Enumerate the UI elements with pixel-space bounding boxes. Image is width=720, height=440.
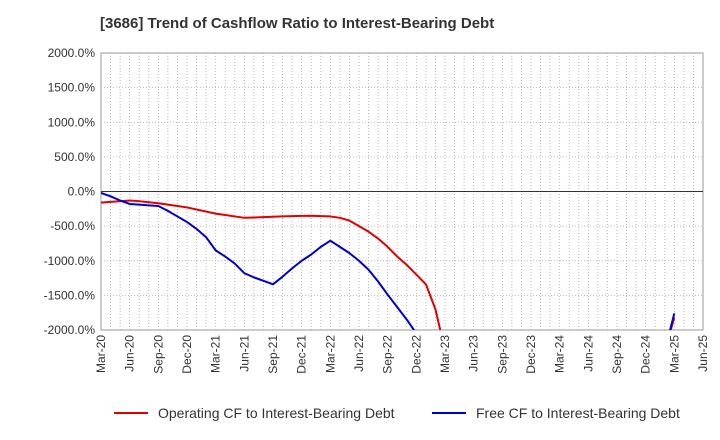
y-tick-label: 0.0% <box>68 185 96 199</box>
x-tick-label: Dec-22 <box>409 335 423 374</box>
series-line-free-cf <box>669 313 676 330</box>
x-tick-label: Jun-24 <box>581 335 595 372</box>
y-tick-label: 500.0% <box>54 150 95 164</box>
x-tick-label: Mar-21 <box>209 335 223 373</box>
x-tick-label: Mar-22 <box>323 335 337 373</box>
x-tick-label: Jun-21 <box>237 335 251 372</box>
x-tick-label: Mar-25 <box>667 335 681 373</box>
series-line-free-cf <box>101 191 416 330</box>
x-tick-label: Sep-21 <box>266 335 280 374</box>
x-tick-label: Mar-24 <box>553 335 567 373</box>
legend-operating-cf-label: Operating CF to Interest-Bearing Debt <box>158 405 395 421</box>
x-tick-label: Jun-25 <box>696 335 710 372</box>
chart-title: [3686] Trend of Cashflow Ratio to Intere… <box>100 15 495 32</box>
y-tick-label: 1500.0% <box>48 81 96 95</box>
x-tick-label: Mar-23 <box>438 335 452 373</box>
legend-operating-cf-swatch <box>114 412 148 414</box>
x-tick-label: Sep-24 <box>610 335 624 374</box>
y-tick-label: -1500.0% <box>44 288 96 302</box>
legend-free-cf-label: Free CF to Interest-Bearing Debt <box>476 405 680 421</box>
x-tick-label: Sep-23 <box>495 335 509 374</box>
legend-free-cf-swatch <box>432 412 466 414</box>
x-tick-label: Dec-20 <box>180 335 194 374</box>
x-tick-label: Jun-22 <box>352 335 366 372</box>
y-tick-label: -500.0% <box>50 219 95 233</box>
y-tick-label: 1000.0% <box>48 115 96 129</box>
legend-operating-cf: Operating CF to Interest-Bearing Debt <box>114 405 395 421</box>
y-tick-label: -2000.0% <box>44 323 96 337</box>
x-tick-label: Dec-21 <box>295 335 309 374</box>
x-tick-label: Sep-20 <box>151 335 165 374</box>
x-tick-label: Mar-20 <box>94 335 108 373</box>
x-tick-label: Dec-24 <box>639 335 653 374</box>
series-line-operating-cf <box>101 199 442 330</box>
legend-free-cf: Free CF to Interest-Bearing Debt <box>432 405 680 421</box>
x-tick-label: Sep-22 <box>381 335 395 374</box>
y-tick-label: 2000.0% <box>48 46 96 60</box>
y-tick-label: -1000.0% <box>44 254 96 268</box>
x-tick-label: Jun-23 <box>467 335 481 372</box>
x-tick-label: Dec-23 <box>524 335 538 374</box>
x-tick-label: Jun-20 <box>123 335 137 372</box>
